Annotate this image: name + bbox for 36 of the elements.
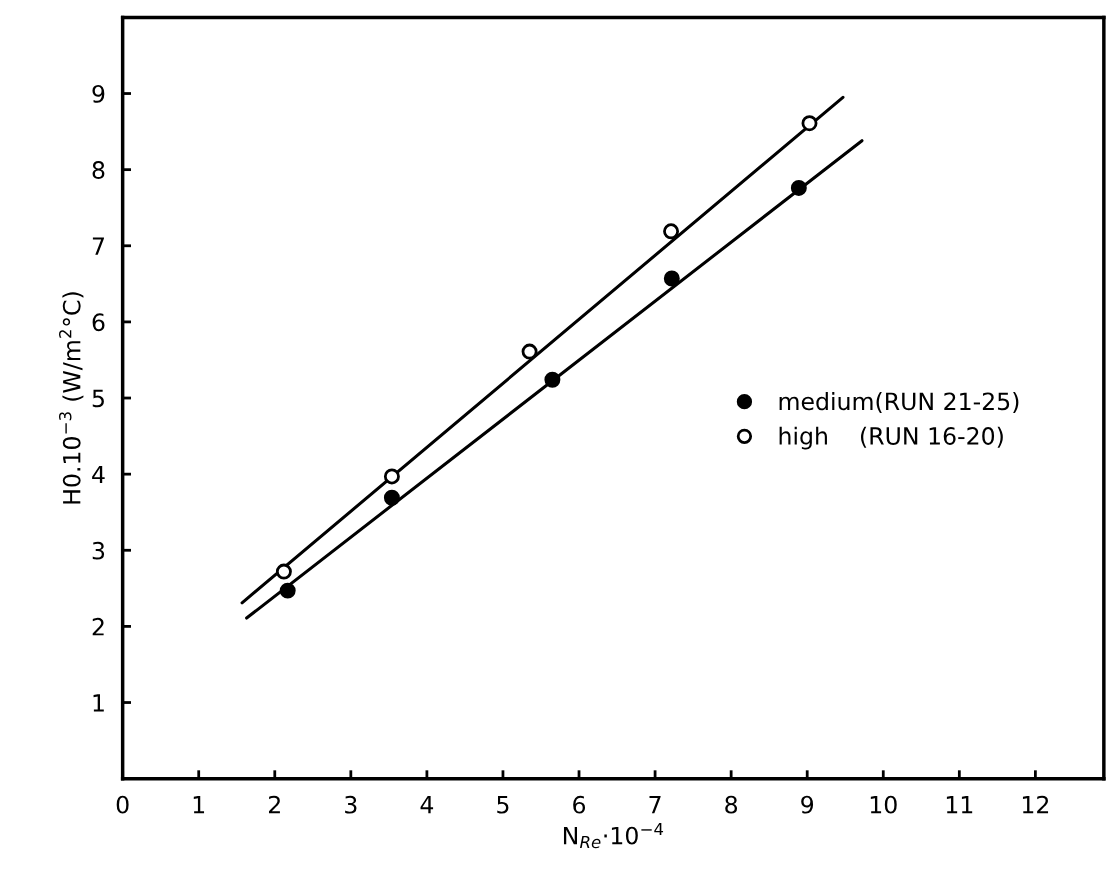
y-tick-label: 9 [92, 84, 105, 103]
y-tick-label: 6 [92, 313, 105, 332]
point [383, 468, 400, 485]
point [521, 343, 538, 360]
point [801, 115, 818, 132]
x-tick-label: 12 [1022, 795, 1049, 814]
y-tick-label: 7 [92, 237, 104, 255]
point [544, 371, 561, 388]
x-tick-label: 11 [946, 796, 973, 814]
x-tick-label: 0 [116, 795, 129, 814]
legend-label: high (RUN 16-20) [779, 426, 1003, 450]
x-axis-title: N$_{Re}$·10$^{−4}$ [563, 823, 664, 849]
x-tick-label: 2 [268, 795, 280, 814]
point [275, 563, 292, 580]
x-tick-label: 7 [649, 796, 661, 814]
legend-label: medium(RUN 21-25) [779, 391, 1019, 414]
x-tick-label: 8 [725, 795, 738, 814]
x-tick-label: 6 [573, 795, 586, 814]
y-axis-title: H0.10$^{−3}$ (W/m$^{2}$°C) [59, 292, 84, 504]
y-tick-label: 8 [92, 161, 105, 179]
x-tick-label: 10 [870, 795, 897, 814]
x-tick-label: 4 [420, 796, 434, 814]
point [279, 582, 296, 599]
y-tick-label: 5 [92, 389, 104, 408]
point [663, 223, 680, 240]
point [790, 179, 807, 196]
y-tick-label: 2 [92, 617, 104, 636]
x-tick-label: 3 [345, 795, 357, 814]
point [663, 270, 680, 287]
point [383, 489, 400, 506]
x-tick-label: 9 [801, 795, 814, 814]
x-tick-label: 1 [193, 796, 205, 814]
y-tick-label: 3 [92, 541, 105, 560]
y-tick-label: 4 [92, 465, 105, 484]
y-tick-label: 1 [93, 694, 104, 712]
x-tick-label: 5 [497, 796, 509, 814]
